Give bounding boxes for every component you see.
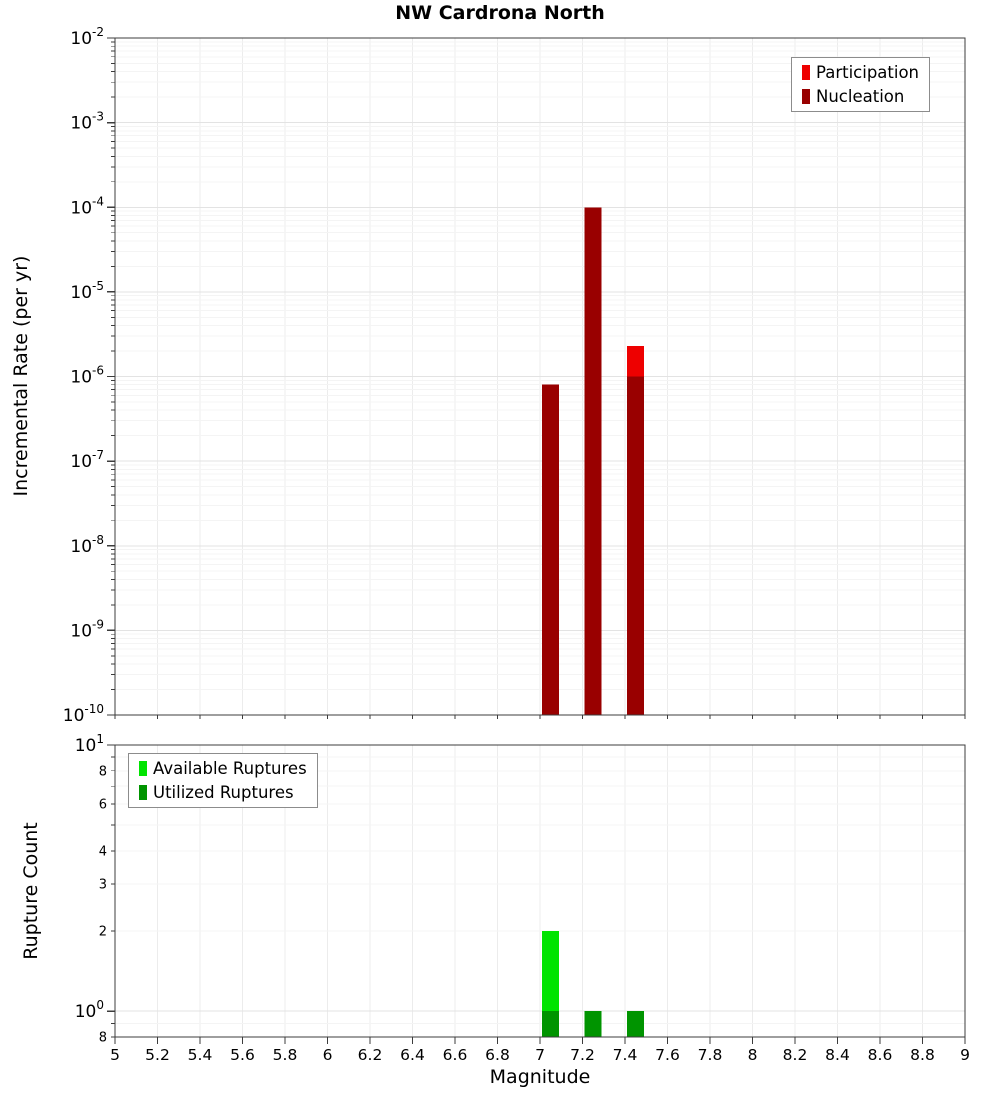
count-axis-label: Rupture Count	[20, 822, 42, 960]
participation-swatch-icon	[802, 65, 810, 80]
gridlines	[115, 38, 965, 715]
y-tick-label: 10-9	[70, 617, 104, 641]
y-tick-label: 101	[75, 732, 104, 756]
y-tick-label: 10-2	[70, 25, 104, 49]
nucleation-bar	[627, 376, 645, 715]
legend-item-available: Available Ruptures	[139, 759, 307, 778]
legend-item-participation: Participation	[802, 63, 919, 82]
available-swatch-icon	[139, 761, 147, 776]
rate-axis-label: Incremental Rate (per yr)	[10, 255, 32, 497]
count-legend: Available Ruptures Utilized Ruptures	[128, 753, 318, 808]
x-tick-label: 7.4	[613, 1046, 638, 1064]
nucleation-bar	[584, 207, 602, 715]
utilized-swatch-icon	[139, 785, 147, 800]
y-tick-label: 100	[75, 998, 104, 1022]
y-tick-label: 10-8	[70, 533, 104, 557]
y-tick-label: 10-6	[70, 364, 104, 388]
y-minor-tick-label: 8	[99, 1031, 107, 1046]
available-label: Available Ruptures	[153, 759, 307, 778]
y-minor-tick-label: 6	[99, 798, 107, 813]
x-tick-label: 7.6	[655, 1046, 680, 1064]
nucleation-label: Nucleation	[816, 87, 905, 106]
x-tick-label: 9	[960, 1046, 970, 1064]
y-tick-label: 10-4	[70, 194, 104, 218]
nucleation-swatch-icon	[802, 89, 810, 104]
chart-title: NW Cardrona North	[395, 2, 605, 24]
x-tick-label: 7.8	[698, 1046, 723, 1064]
y-tick-label: 10-7	[70, 448, 104, 472]
x-tick-label: 8.4	[825, 1046, 850, 1064]
x-tick-label: 5	[110, 1046, 120, 1064]
available-ruptures-bar	[542, 931, 560, 1037]
x-tick-label: 6.4	[400, 1046, 425, 1064]
y-tick-label: 10-3	[70, 110, 104, 134]
participation-label: Participation	[816, 63, 920, 82]
incremental-rate-plot: 10-2 10-3 10-4 10-5 10-6 10-7 10-8 10-9 10-10	[63, 25, 966, 726]
legend-item-utilized: Utilized Ruptures	[139, 783, 307, 802]
axis-ticks: 10-2 10-3 10-4 10-5 10-6 10-7 10-8 10-9 10-10	[63, 25, 966, 726]
x-tick-label: 8	[748, 1046, 758, 1064]
y-tick-label: 10-10	[63, 702, 104, 726]
x-tick-label: 6.8	[485, 1046, 510, 1064]
x-tick-label: 5.8	[273, 1046, 298, 1064]
x-tick-label: 6	[323, 1046, 333, 1064]
utilized-ruptures-bar	[627, 1011, 645, 1037]
x-tick-label: 5.6	[230, 1046, 255, 1064]
x-tick-label: 8.8	[910, 1046, 935, 1064]
y-tick-label: 10-5	[70, 279, 104, 303]
x-tick-label: 8.6	[868, 1046, 893, 1064]
x-tick-label: 8.2	[783, 1046, 808, 1064]
legend-item-nucleation: Nucleation	[802, 87, 919, 106]
y-minor-tick-label: 8	[99, 764, 107, 779]
utilized-ruptures-bar	[542, 1011, 560, 1037]
magnitude-axis-label: Magnitude	[489, 1066, 591, 1088]
y-minor-tick-label: 3	[99, 878, 107, 893]
bars	[542, 931, 645, 1037]
utilized-label: Utilized Ruptures	[153, 783, 294, 802]
x-tick-label: 5.4	[188, 1046, 213, 1064]
x-tick-label: 6.2	[358, 1046, 383, 1064]
rate-legend: Participation Nucleation	[791, 57, 931, 112]
bars	[542, 207, 645, 715]
x-tick-label: 5.2	[145, 1046, 170, 1064]
x-tick-label: 6.6	[443, 1046, 468, 1064]
x-tick-label: 7	[535, 1046, 545, 1064]
y-minor-tick-label: 4	[99, 844, 107, 859]
y-minor-tick-label: 2	[99, 925, 107, 940]
nucleation-bar	[542, 384, 560, 715]
x-tick-label: 7.2	[570, 1046, 595, 1064]
utilized-ruptures-bar	[584, 1011, 602, 1037]
